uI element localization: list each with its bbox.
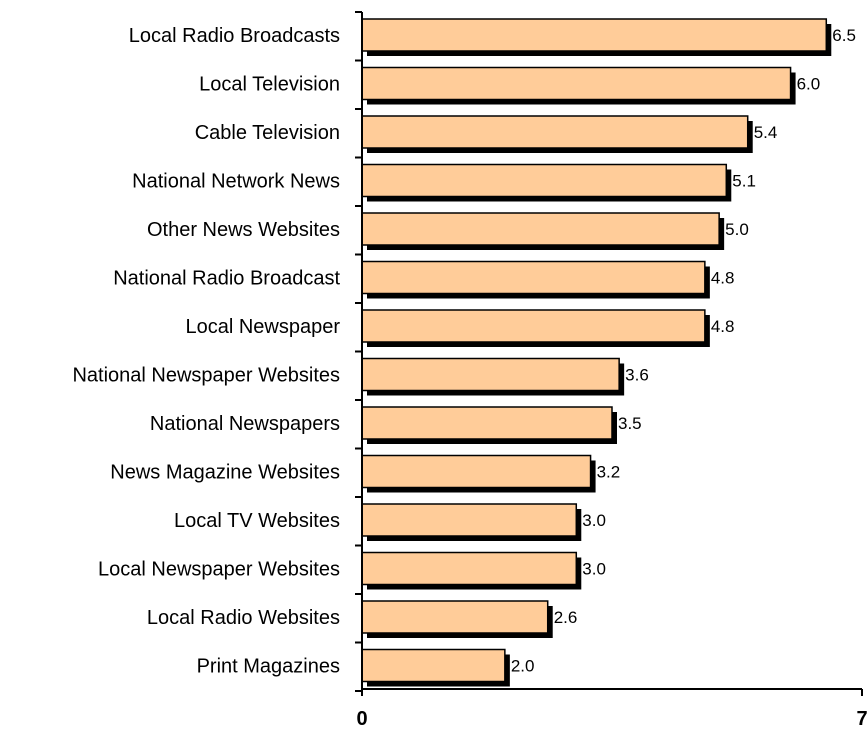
bar: [361, 212, 720, 246]
value-label: 3.6: [625, 366, 649, 385]
x-tick-label: 7: [856, 708, 867, 730]
value-label: 3.2: [597, 463, 621, 482]
value-label: 4.8: [711, 317, 735, 336]
category-label: National Newspaper Websites: [72, 365, 340, 387]
category-label: National Radio Broadcast: [113, 268, 340, 290]
value-label: 3.0: [582, 560, 606, 579]
bar: [361, 115, 749, 149]
category-label: National Newspapers: [150, 413, 340, 435]
category-label: Local Newspaper: [185, 316, 340, 338]
bar: [361, 357, 620, 392]
bar: [361, 163, 728, 198]
bar: [361, 648, 506, 683]
value-label: 3.5: [618, 414, 642, 433]
bar: [361, 309, 706, 343]
category-label: Local Newspaper Websites: [98, 559, 340, 581]
category-label: Local TV Websites: [174, 510, 340, 532]
value-label: 2.0: [511, 657, 535, 676]
bars-layer: [361, 18, 832, 687]
bar: [361, 503, 578, 537]
axes-layer: [355, 11, 863, 696]
value-label: 2.6: [554, 608, 578, 627]
value-label: 3.0: [582, 511, 606, 530]
bar: [361, 454, 592, 489]
category-label: Local Radio Websites: [147, 607, 340, 629]
value-label: 6.0: [797, 75, 821, 94]
value-label: 5.0: [725, 220, 749, 239]
value-label: 6.5: [832, 26, 856, 45]
category-label: Other News Websites: [147, 219, 340, 241]
category-label: News Magazine Websites: [110, 462, 340, 484]
labels-layer: Local Radio Broadcasts 6.5 Local Televisio…: [72, 25, 867, 730]
value-label: 5.1: [732, 172, 756, 191]
category-label: Local Television: [199, 74, 340, 96]
category-label: Local Radio Broadcasts: [129, 25, 340, 47]
bar: [361, 600, 549, 634]
bar: [361, 18, 828, 52]
category-label: National Network News: [132, 171, 340, 193]
category-label: Cable Television: [195, 122, 340, 144]
x-tick-label: 0: [356, 708, 367, 730]
bar: [361, 406, 613, 440]
value-label: 5.4: [754, 123, 778, 142]
bar: [361, 551, 578, 586]
category-label: Print Magazines: [197, 656, 340, 678]
bar: [361, 260, 706, 295]
bar: [361, 66, 792, 101]
value-label: 4.8: [711, 269, 735, 288]
